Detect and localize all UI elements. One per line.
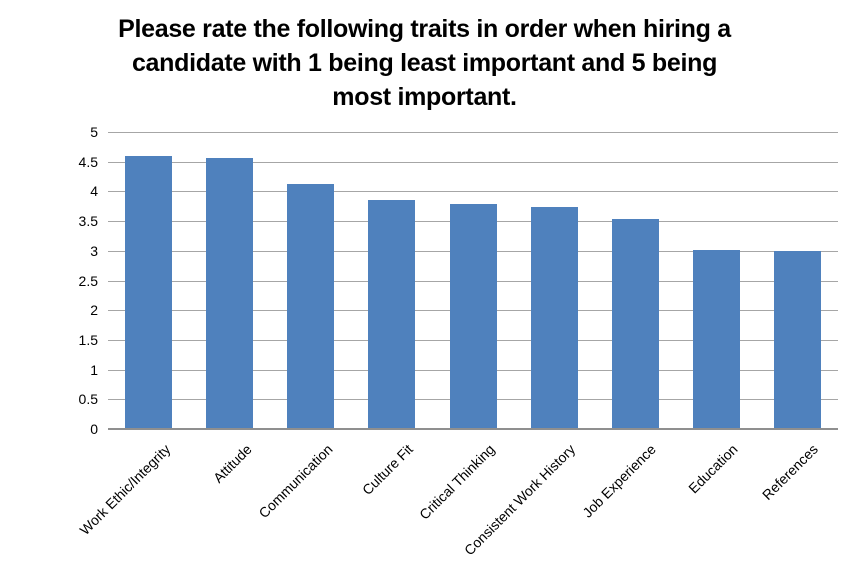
bar-communication bbox=[287, 184, 334, 429]
y-tick-label-5: 5 bbox=[90, 124, 98, 140]
y-tick-label-2-5: 2.5 bbox=[78, 273, 98, 289]
chart-title-line-1: Please rate the following traits in orde… bbox=[118, 15, 731, 43]
x-axis-line bbox=[108, 428, 838, 430]
gridline-4-5 bbox=[108, 162, 838, 163]
chart-title: Please rate the following traits in orde… bbox=[0, 12, 849, 114]
y-tick-label-3-5: 3.5 bbox=[78, 213, 98, 229]
y-tick-label-1: 1 bbox=[90, 362, 98, 378]
x-category-label-education: Education bbox=[684, 441, 741, 497]
y-tick-label-0: 0 bbox=[90, 421, 98, 437]
y-tick-label-4-5: 4.5 bbox=[78, 154, 98, 170]
y-tick-label-1-5: 1.5 bbox=[78, 332, 98, 348]
bar-job-experience bbox=[612, 219, 659, 429]
bar-critical-thinking bbox=[450, 204, 497, 429]
bar-consistent-work-history bbox=[531, 207, 578, 429]
x-category-label-critical-thinking: Critical Thinking bbox=[415, 441, 498, 523]
bar-attitude bbox=[206, 158, 253, 429]
y-tick-label-0-5: 0.5 bbox=[78, 391, 98, 407]
x-category-label-culture-fit: Culture Fit bbox=[359, 441, 417, 498]
x-category-label-work-ethic-integrity: Work Ethic/Integrity bbox=[76, 441, 174, 538]
bar-references bbox=[774, 251, 821, 429]
y-tick-label-3: 3 bbox=[90, 243, 98, 259]
gridline-4 bbox=[108, 191, 838, 192]
bar-work-ethic-integrity bbox=[125, 156, 172, 429]
bar-culture-fit bbox=[368, 200, 415, 429]
x-category-label-communication: Communication bbox=[255, 441, 336, 522]
x-category-label-job-experience: Job Experience bbox=[579, 441, 660, 521]
chart-title-line-2: candidate with 1 being least important a… bbox=[131, 49, 718, 77]
bar-education bbox=[693, 250, 740, 429]
gridline-5 bbox=[108, 132, 838, 133]
chart-title-line-3: most important. bbox=[332, 83, 517, 111]
x-category-label-references: References bbox=[759, 441, 822, 503]
y-tick-label-4: 4 bbox=[90, 183, 98, 199]
y-tick-label-2: 2 bbox=[90, 302, 98, 318]
x-category-label-attitude: Attitude bbox=[209, 441, 255, 486]
